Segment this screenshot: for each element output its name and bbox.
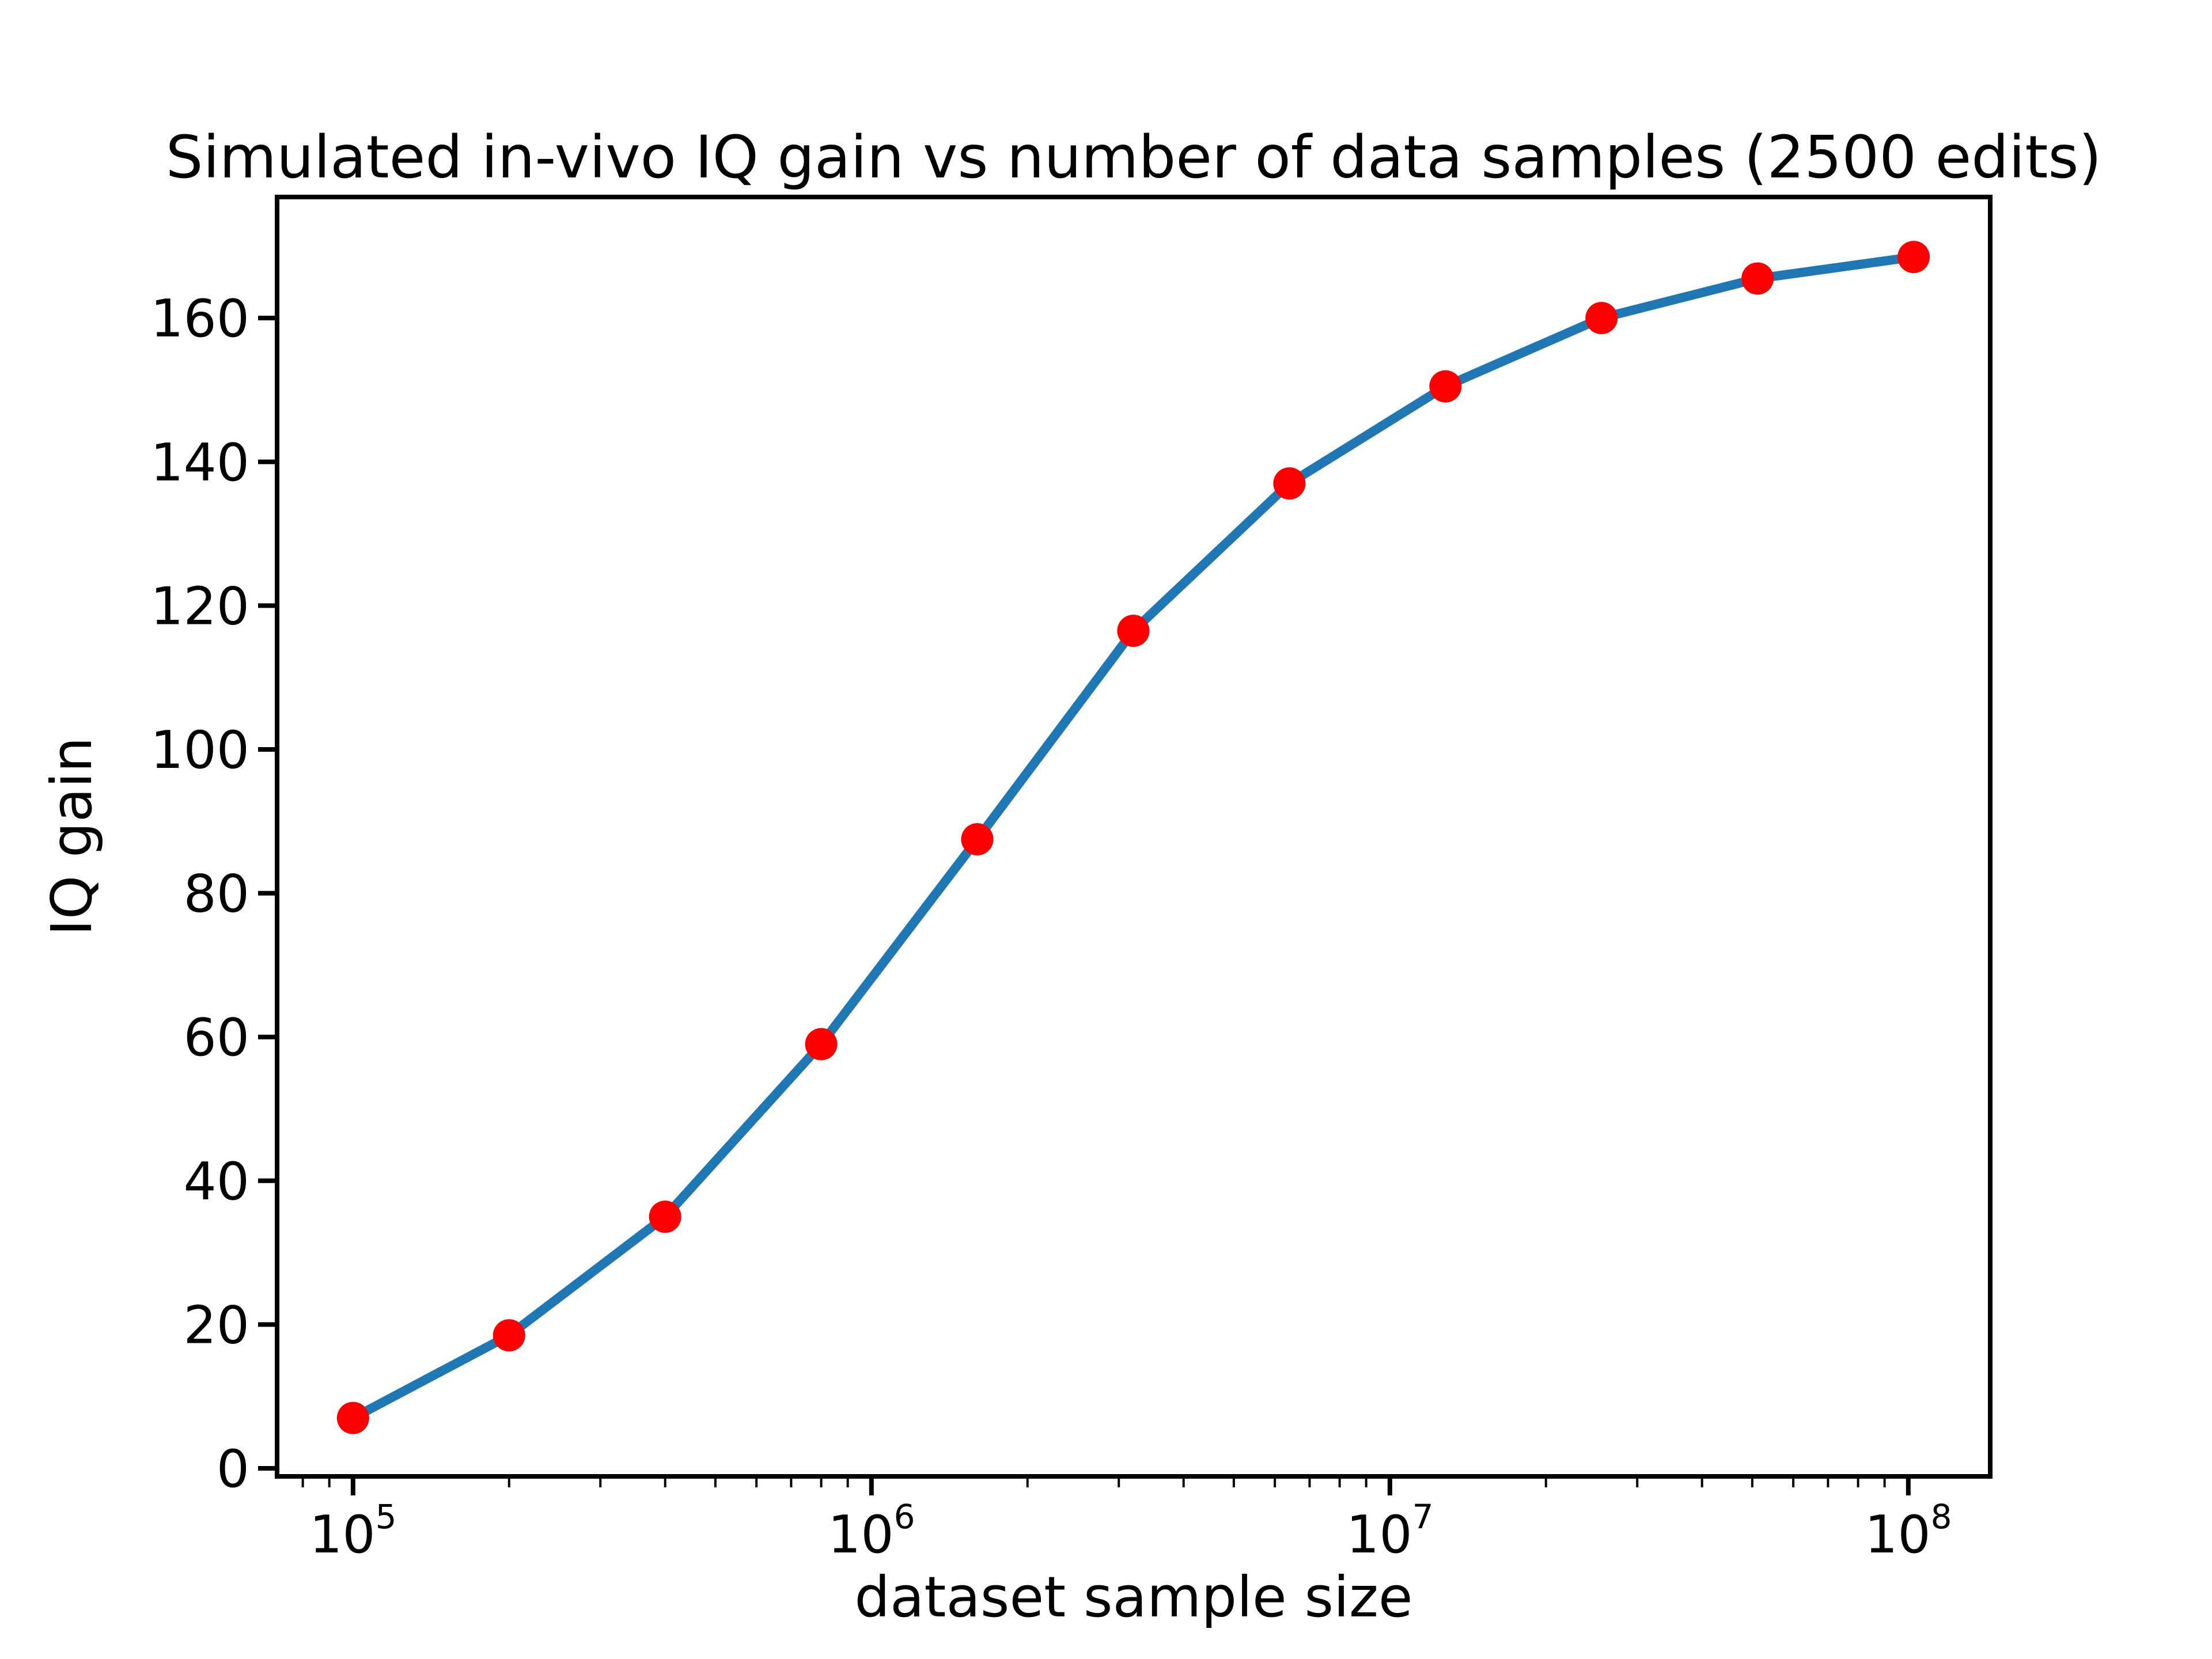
plot-border bbox=[275, 195, 1993, 1479]
x-tick-label: 107 bbox=[1346, 1497, 1433, 1565]
y-tick-label: 160 bbox=[150, 289, 249, 349]
y-axis-label: IQ gain bbox=[39, 737, 104, 935]
data-point-marker bbox=[493, 1319, 525, 1352]
x-tick-label: 108 bbox=[1865, 1497, 1952, 1565]
data-point-marker bbox=[649, 1200, 681, 1233]
y-tick-label: 40 bbox=[183, 1152, 249, 1212]
plot-area: 105 106 107 108 0 20 40 60 80 100 120 140 160 bbox=[150, 195, 1993, 1565]
y-tick-label: 80 bbox=[183, 864, 249, 925]
y-tick-label: 0 bbox=[217, 1439, 249, 1499]
y-tick-label: 20 bbox=[183, 1295, 249, 1355]
data-point-marker bbox=[1117, 615, 1150, 647]
data-point-marker bbox=[1585, 302, 1618, 335]
x-tick-label: 106 bbox=[828, 1497, 915, 1565]
chart-title: Simulated in-vivo IQ gain vs number of d… bbox=[166, 123, 2102, 192]
data-point-marker bbox=[805, 1028, 838, 1060]
y-tick-label: 100 bbox=[150, 720, 249, 781]
data-line bbox=[348, 252, 1919, 1423]
data-point-marker bbox=[961, 823, 994, 855]
data-point-marker bbox=[1273, 467, 1306, 500]
data-point-marker bbox=[1429, 370, 1462, 403]
data-point-marker bbox=[336, 1402, 369, 1434]
data-point-marker bbox=[1741, 262, 1774, 295]
y-tick-label: 120 bbox=[150, 576, 249, 637]
data-point-marker bbox=[1897, 241, 1930, 274]
y-tick-label: 140 bbox=[150, 433, 249, 493]
x-tick-label: 105 bbox=[309, 1497, 396, 1565]
x-axis-label: dataset sample size bbox=[854, 1565, 1412, 1630]
y-tick-label: 60 bbox=[183, 1007, 249, 1068]
